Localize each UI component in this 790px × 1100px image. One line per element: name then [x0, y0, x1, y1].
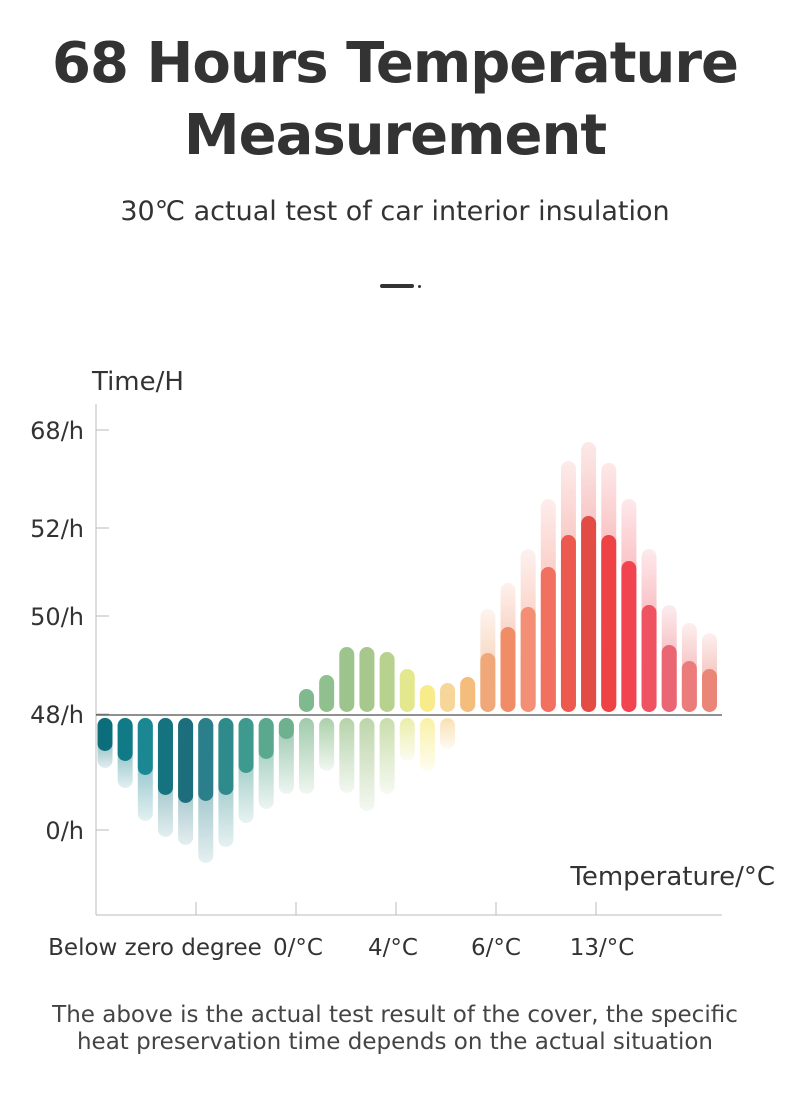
- x-tick-label: 4/°C: [368, 935, 418, 961]
- footnote: The above is the actual test result of t…: [0, 1002, 790, 1056]
- bar: [661, 605, 677, 712]
- x-tick-label: 6/°C: [471, 935, 521, 961]
- bar-core: [359, 647, 375, 712]
- title-line-1: 68 Hours Temperature: [52, 31, 739, 96]
- bar-core: [480, 653, 496, 712]
- bar-core: [520, 607, 536, 712]
- bar: [258, 718, 274, 809]
- y-tick-label: 0/h: [45, 817, 84, 845]
- bar-core: [621, 561, 637, 712]
- x-tick-label: Below zero degree: [48, 935, 262, 961]
- bar-core: [581, 516, 597, 712]
- y-ticks: 68/h 52/h 50/h 48/h 0/h: [30, 417, 109, 845]
- bar: [299, 689, 314, 794]
- bar: [339, 647, 355, 793]
- y-tick-label: 68/h: [30, 417, 84, 445]
- bar-extension: [299, 718, 314, 794]
- bar: [520, 549, 536, 712]
- bar: [480, 609, 496, 712]
- y-tick-label: 52/h: [30, 515, 84, 543]
- bar-extension: [440, 718, 456, 749]
- bar: [681, 623, 697, 712]
- bar-extension: [319, 718, 335, 771]
- page-title: 68 Hours Temperature Measurement: [0, 28, 790, 172]
- y-axis-title: Time/H: [91, 367, 184, 397]
- bar-core: [440, 683, 456, 712]
- bar: [581, 442, 597, 712]
- divider-dot: [418, 285, 421, 288]
- bar-core: [661, 645, 677, 712]
- bar-extension: [399, 718, 415, 761]
- subtitle: 30℃ actual test of car interior insulati…: [120, 196, 670, 227]
- bar: [319, 675, 335, 771]
- bar-core: [560, 535, 576, 712]
- bar: [399, 669, 415, 761]
- bar-core: [299, 689, 314, 712]
- bar-core: [238, 718, 254, 773]
- bar-core: [157, 718, 173, 795]
- bar: [540, 499, 556, 712]
- bar: [137, 718, 153, 821]
- bar-core: [702, 669, 717, 712]
- bar-core: [218, 718, 234, 795]
- bar: [621, 499, 637, 712]
- bar-extension: [359, 718, 375, 811]
- divider-line: [380, 284, 414, 288]
- bar-core: [641, 605, 657, 712]
- bar: [560, 461, 576, 712]
- y-tick-label: 50/h: [30, 603, 84, 631]
- bar: [460, 677, 476, 712]
- bar: [440, 683, 456, 749]
- x-tick-label: 0/°C: [273, 935, 323, 961]
- bar-core: [178, 718, 194, 803]
- bar-core: [137, 718, 153, 775]
- bar-core: [319, 675, 335, 712]
- bar-extension: [339, 718, 355, 793]
- bar-core: [500, 627, 516, 712]
- bar-core: [339, 647, 355, 712]
- bar-core: [258, 718, 274, 759]
- bar: [198, 718, 214, 863]
- x-axis-title: Temperature/°C: [569, 862, 775, 892]
- bar: [359, 647, 375, 811]
- y-tick-label: 48/h: [30, 701, 84, 729]
- bar-core: [117, 718, 133, 761]
- temperature-time-chart: Time/H Temperature/°C 68/h 52/h 50/h 48/h 0/…: [30, 367, 775, 961]
- bar: [178, 718, 194, 845]
- x-tick-label: 13/°C: [570, 935, 635, 961]
- bar: [702, 633, 717, 712]
- bar-core: [540, 567, 556, 712]
- bar-core: [379, 652, 395, 712]
- x-ticks: Below zero degree 0/°C 4/°C 6/°C 13/°C: [48, 902, 634, 961]
- bar-core: [601, 535, 617, 712]
- bar: [238, 718, 254, 823]
- bar-core: [97, 718, 113, 751]
- bar-core: [460, 677, 476, 712]
- bar: [500, 583, 516, 712]
- bar: [218, 718, 234, 847]
- bar-core: [681, 661, 697, 712]
- bar-extension: [379, 718, 395, 794]
- bar: [641, 549, 657, 712]
- bar-core: [419, 685, 435, 712]
- bar: [379, 652, 395, 794]
- bar: [278, 718, 294, 794]
- bar-extension: [419, 718, 435, 771]
- footnote-line-2: heat preservation time depends on the ac…: [76, 1029, 714, 1055]
- bars-layer: [97, 442, 717, 863]
- bar-core: [198, 718, 214, 801]
- title-line-2: Measurement: [183, 103, 607, 168]
- bar: [601, 463, 617, 712]
- footnote-line-1: The above is the actual test result of t…: [52, 1002, 738, 1028]
- bar-core: [278, 718, 294, 739]
- bar-core: [399, 669, 415, 712]
- bar: [117, 718, 133, 788]
- bar: [419, 685, 435, 771]
- bar: [157, 718, 173, 837]
- bar: [97, 718, 113, 768]
